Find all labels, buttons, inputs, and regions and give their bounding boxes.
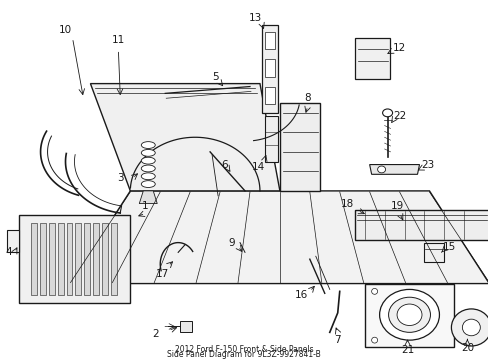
Text: Side Panel Diagram for 9L3Z-9927841-B: Side Panel Diagram for 9L3Z-9927841-B [167, 350, 320, 359]
Polygon shape [7, 230, 19, 252]
Text: 4: 4 [5, 247, 12, 257]
Polygon shape [264, 59, 274, 77]
Text: 6: 6 [221, 159, 228, 170]
Polygon shape [424, 243, 444, 262]
Text: 14: 14 [251, 162, 264, 171]
Ellipse shape [371, 288, 377, 294]
Polygon shape [48, 223, 55, 295]
Text: 1: 1 [142, 201, 148, 211]
Ellipse shape [382, 109, 392, 117]
Text: 8: 8 [304, 93, 310, 103]
Text: 21: 21 [400, 345, 413, 355]
Polygon shape [93, 223, 99, 295]
Polygon shape [111, 223, 117, 295]
Polygon shape [264, 86, 274, 104]
Polygon shape [264, 32, 274, 49]
Text: 2: 2 [152, 329, 158, 339]
Polygon shape [364, 284, 453, 347]
Ellipse shape [450, 309, 488, 346]
Polygon shape [40, 223, 45, 295]
Polygon shape [369, 165, 419, 174]
Ellipse shape [141, 173, 155, 180]
Ellipse shape [141, 165, 155, 172]
Ellipse shape [141, 181, 155, 188]
Polygon shape [66, 223, 72, 295]
Polygon shape [58, 223, 63, 295]
Polygon shape [354, 38, 389, 79]
Text: 13: 13 [248, 13, 261, 23]
Polygon shape [102, 223, 108, 295]
Text: 16: 16 [295, 290, 308, 300]
Polygon shape [354, 210, 488, 240]
Ellipse shape [462, 319, 479, 336]
Text: 7: 7 [334, 335, 340, 345]
Ellipse shape [377, 166, 385, 173]
Ellipse shape [379, 289, 439, 340]
Polygon shape [70, 191, 488, 284]
Ellipse shape [141, 149, 155, 156]
Ellipse shape [371, 337, 377, 343]
Ellipse shape [141, 141, 155, 148]
Polygon shape [264, 116, 277, 162]
Text: 5: 5 [211, 72, 218, 82]
Ellipse shape [396, 304, 421, 325]
Polygon shape [279, 103, 319, 191]
Polygon shape [75, 223, 81, 295]
Text: 23: 23 [420, 159, 433, 170]
Polygon shape [19, 215, 130, 303]
Text: 11: 11 [111, 35, 125, 45]
Text: 9: 9 [228, 238, 235, 248]
Polygon shape [90, 84, 279, 191]
Text: 19: 19 [390, 201, 404, 211]
Text: 2012 Ford F-150 Front & Side Panels: 2012 Ford F-150 Front & Side Panels [174, 345, 313, 354]
Text: 15: 15 [442, 242, 455, 252]
Polygon shape [84, 223, 90, 295]
Text: 18: 18 [341, 199, 354, 208]
Polygon shape [31, 223, 37, 295]
Polygon shape [139, 191, 157, 204]
Ellipse shape [388, 297, 429, 332]
Text: 17: 17 [155, 269, 168, 279]
Text: 3: 3 [117, 173, 123, 183]
Polygon shape [262, 25, 277, 113]
Text: 12: 12 [392, 42, 406, 53]
Text: 20: 20 [460, 343, 473, 353]
Ellipse shape [141, 157, 155, 164]
Text: 22: 22 [392, 111, 406, 121]
Text: 10: 10 [59, 25, 72, 35]
Polygon shape [180, 321, 192, 332]
